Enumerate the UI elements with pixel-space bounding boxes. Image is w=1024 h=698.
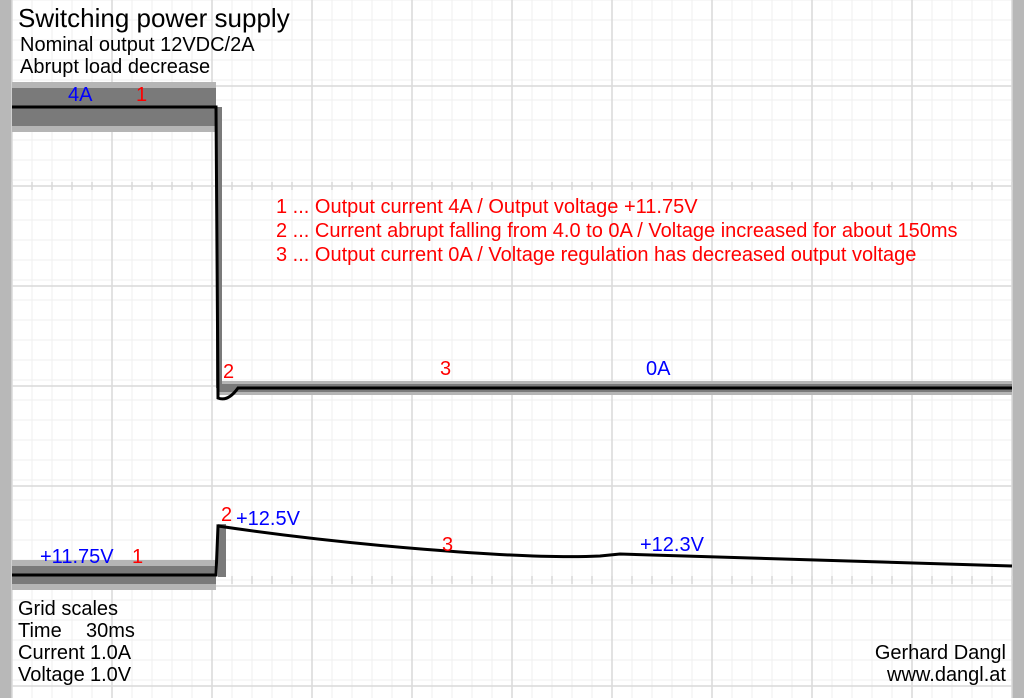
- author-url: www.dangl.at: [887, 664, 1006, 686]
- label-12-3v: +12.3V: [640, 534, 704, 556]
- scale-time-value: 30ms: [86, 620, 135, 642]
- author: Gerhard Dangl: [875, 642, 1006, 664]
- label-0a: 0A: [646, 358, 670, 380]
- scale-current-label: Current: [18, 642, 85, 664]
- grid-scales-title: Grid scales: [18, 598, 118, 620]
- subtitle-1: Nominal output 12VDC/2A: [20, 34, 255, 56]
- marker-3-current: 3: [440, 358, 451, 380]
- marker-2-voltage: 2: [221, 504, 232, 526]
- marker-3-voltage: 3: [442, 534, 453, 556]
- title: Switching power supply: [18, 4, 290, 33]
- marker-1-voltage: 1: [132, 546, 143, 568]
- label-11-75v: +11.75V: [40, 546, 114, 568]
- legend-line-1: 1 ... Output current 4A / Output voltage…: [276, 196, 698, 218]
- legend-line-2: 2 ... Current abrupt falling from 4.0 to…: [276, 220, 958, 242]
- label-12-5v: +12.5V: [236, 508, 300, 530]
- label-4a: 4A: [68, 84, 92, 106]
- scale-time-label: Time: [18, 620, 62, 642]
- marker-2-current: 2: [223, 361, 234, 383]
- scale-voltage-label: Voltage: [18, 664, 85, 686]
- oscilloscope-plot: [0, 0, 1024, 698]
- subtitle-2: Abrupt load decrease: [20, 56, 210, 78]
- scale-current-value: 1.0A: [90, 642, 131, 664]
- scale-voltage-value: 1.0V: [90, 664, 131, 686]
- marker-1-current: 1: [136, 84, 147, 106]
- legend-line-3: 3 ... Output current 0A / Voltage regula…: [276, 244, 916, 266]
